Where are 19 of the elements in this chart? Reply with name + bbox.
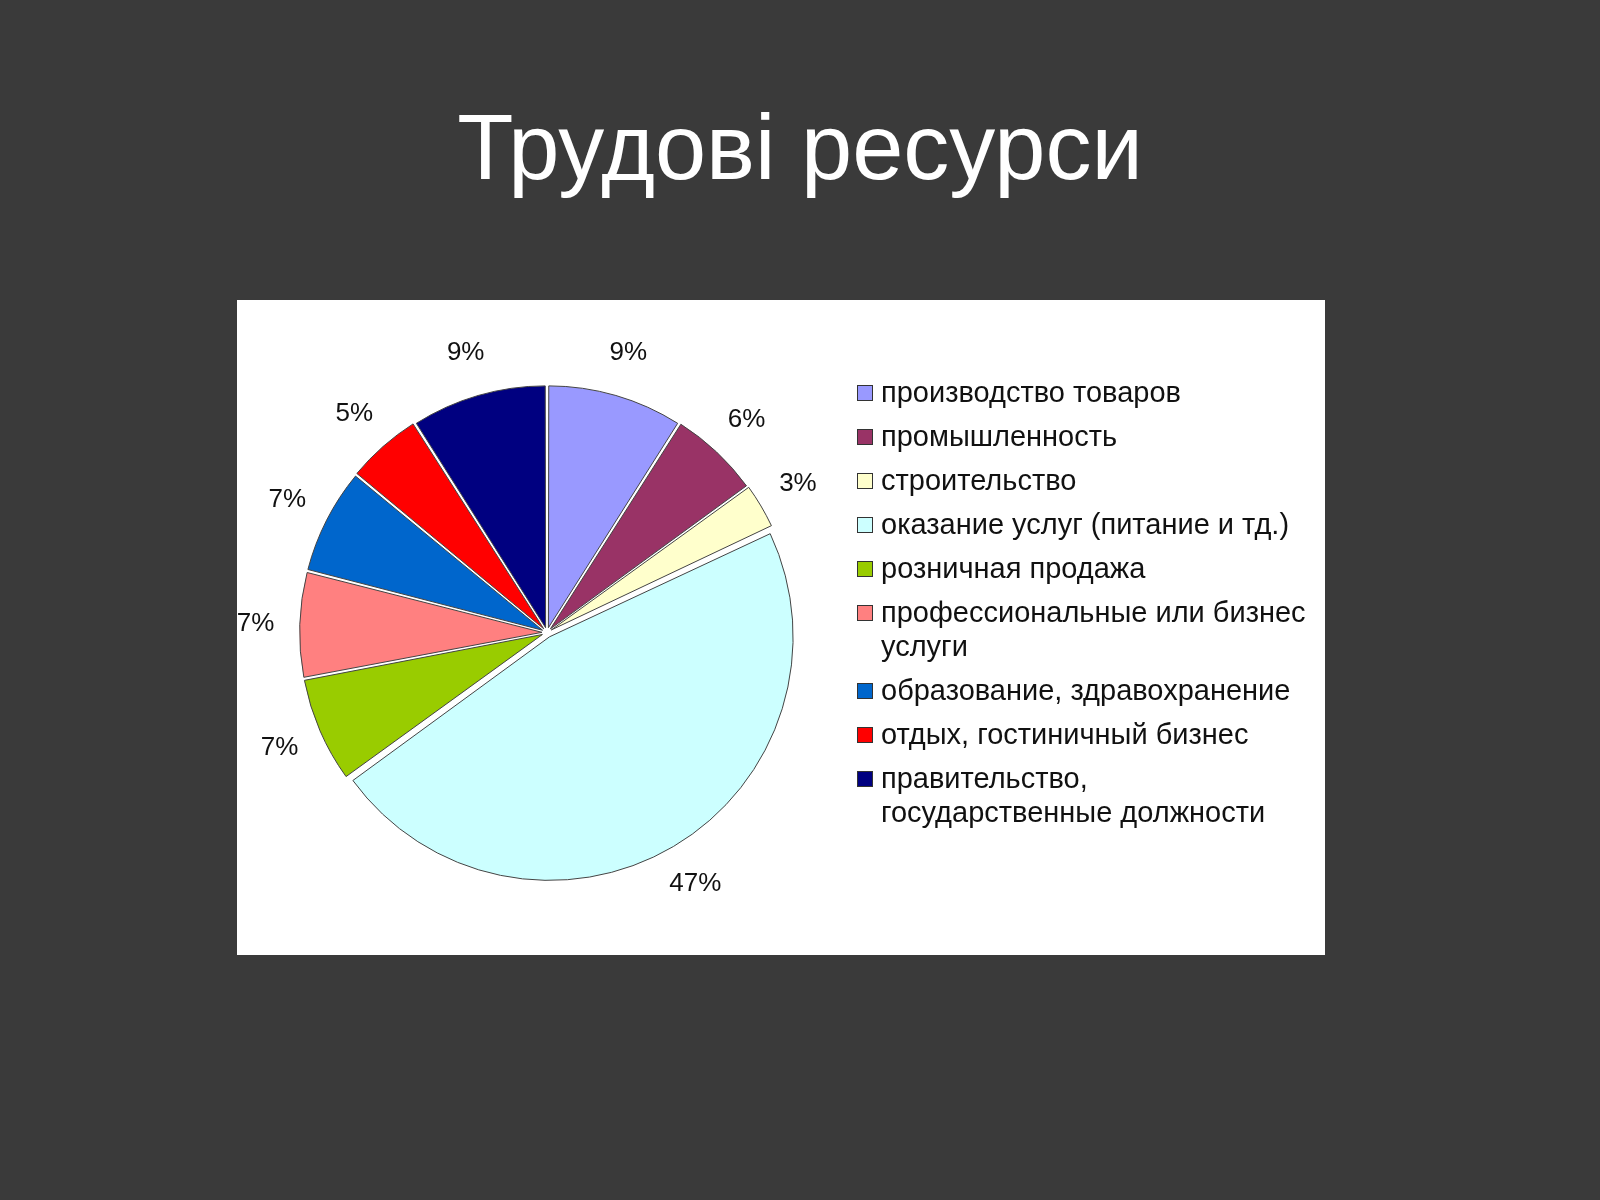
data-label: 9%: [446, 335, 485, 366]
data-label: 7%: [260, 731, 299, 762]
data-label: 3%: [779, 467, 817, 498]
data-label: 7%: [268, 483, 307, 514]
data-label: 47%: [669, 866, 722, 897]
data-label: 6%: [727, 403, 766, 434]
legend-label: отдых, гостиничный бизнес: [881, 717, 1249, 751]
legend-label: розничная продажа: [881, 551, 1146, 585]
chart-title: Трудові ресурси: [456, 95, 1144, 200]
data-label: 5%: [335, 397, 374, 428]
legend-label: оказание услуг (питание и тд.): [881, 507, 1290, 541]
data-label: 7%: [236, 606, 275, 637]
legend-label: строительство: [881, 463, 1077, 497]
legend-label: правительство, государственные должности: [881, 761, 1267, 829]
legend-label: промышленность: [881, 419, 1118, 453]
data-label: 9%: [609, 335, 648, 366]
legend-label: производство товаров: [881, 375, 1181, 409]
legend-label: профессиональные или бизнес услуги: [881, 595, 1307, 663]
legend-label: образование, здравохранение: [881, 673, 1291, 707]
